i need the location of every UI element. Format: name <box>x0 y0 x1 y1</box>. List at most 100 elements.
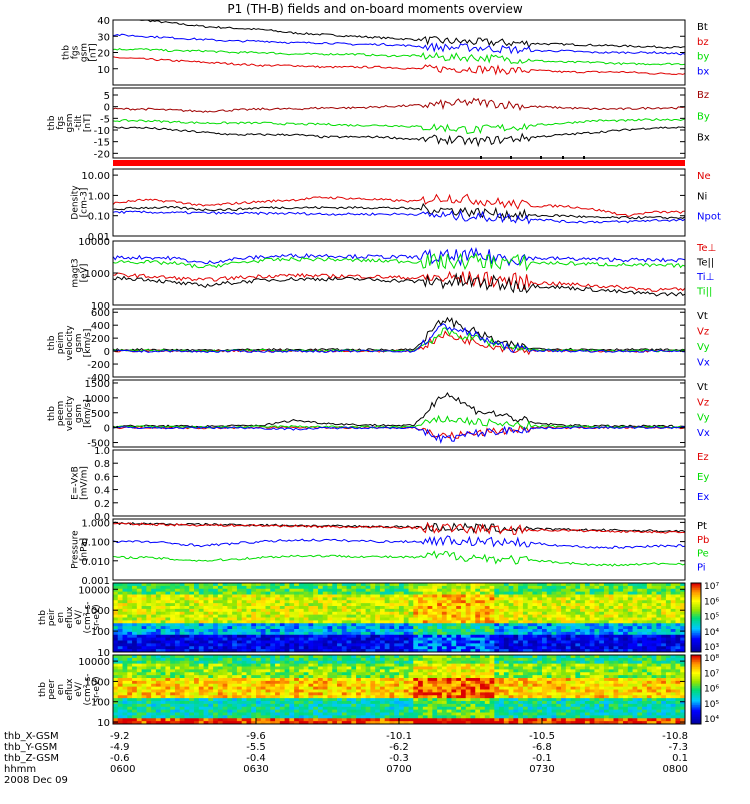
heat-cell <box>342 718 347 721</box>
heat-cell <box>647 641 652 644</box>
heat-cell <box>304 698 309 701</box>
heat-cell <box>342 690 347 693</box>
heat-cell <box>313 603 318 606</box>
heat-cell <box>528 606 533 609</box>
heat-cell <box>675 641 680 644</box>
heat-cell <box>332 664 337 667</box>
heat-cell <box>251 635 256 638</box>
heat-cell <box>537 626 542 629</box>
heat-cell <box>218 664 223 667</box>
heat-cell <box>123 669 128 672</box>
heat-cell <box>142 635 147 638</box>
heat-cell <box>618 646 623 649</box>
heat-cell <box>280 678 285 681</box>
heat-cell <box>480 632 485 635</box>
heat-cell <box>170 629 175 632</box>
heat-cell <box>385 606 390 609</box>
heat-cell <box>285 669 290 672</box>
heat-cell <box>165 595 170 598</box>
heat-cell <box>370 701 375 704</box>
heat-cell <box>509 632 514 635</box>
heat-cell <box>270 658 275 661</box>
heat-cell <box>232 595 237 598</box>
heat-cell <box>513 606 518 609</box>
heat-cell <box>246 698 251 701</box>
heat-cell <box>328 603 333 606</box>
heat-cell <box>266 661 271 664</box>
heat-cell <box>466 586 471 589</box>
heat-cell <box>504 643 509 646</box>
heat-cell <box>275 623 280 626</box>
heat-cell <box>123 681 128 684</box>
heat-cell <box>575 586 580 589</box>
heat-cell <box>599 638 604 641</box>
heat-cell <box>170 609 175 612</box>
heat-cell <box>213 667 218 670</box>
heat-cell <box>270 646 275 649</box>
heat-cell <box>113 615 118 618</box>
heat-cell <box>652 632 657 635</box>
heat-cell <box>389 646 394 649</box>
heat-cell <box>661 641 666 644</box>
heat-cell <box>185 609 190 612</box>
heat-cell <box>442 632 447 635</box>
heat-cell <box>447 684 452 687</box>
legend-entry: Ni <box>697 191 707 202</box>
heat-cell <box>208 701 213 704</box>
heat-cell <box>308 710 313 713</box>
heat-cell <box>213 632 218 635</box>
heat-cell <box>618 595 623 598</box>
heat-cell <box>594 643 599 646</box>
heat-cell <box>275 597 280 600</box>
heat-cell <box>423 667 428 670</box>
heat-cell <box>189 618 194 621</box>
heat-cell <box>556 600 561 603</box>
heat-cell <box>185 678 190 681</box>
heat-cell <box>361 612 366 615</box>
heat-cell <box>394 658 399 661</box>
heat-cell <box>499 626 504 629</box>
heat-cell <box>532 592 537 595</box>
heat-cell <box>637 609 642 612</box>
heat-cell <box>175 629 180 632</box>
heat-cell <box>113 632 118 635</box>
heat-cell <box>185 698 190 701</box>
heat-cell <box>571 623 576 626</box>
heat-cell <box>242 603 247 606</box>
heat-cell <box>609 626 614 629</box>
heat-cell <box>161 695 166 698</box>
heat-cell <box>571 603 576 606</box>
y-tick-label: 10.00 <box>81 171 110 182</box>
heat-cell <box>218 718 223 721</box>
heat-cell <box>294 718 299 721</box>
heat-cell <box>423 678 428 681</box>
heat-cell <box>132 684 137 687</box>
heat-cell <box>451 609 456 612</box>
heat-cell <box>628 600 633 603</box>
heat-cell <box>485 623 490 626</box>
heat-cell <box>528 646 533 649</box>
heat-cell <box>294 638 299 641</box>
heat-cell <box>442 715 447 718</box>
heat-cell <box>590 615 595 618</box>
heat-cell <box>633 646 638 649</box>
heat-cell <box>370 638 375 641</box>
heat-cell <box>356 638 361 641</box>
heat-cell <box>370 618 375 621</box>
heat-cell <box>628 641 633 644</box>
heat-cell <box>266 704 271 707</box>
heat-cell <box>337 678 342 681</box>
heat-cell <box>380 707 385 710</box>
heat-cell <box>242 623 247 626</box>
heat-cell <box>423 658 428 661</box>
heat-cell <box>246 603 251 606</box>
heat-cell <box>671 620 676 623</box>
heat-cell <box>447 715 452 718</box>
heat-cell <box>218 589 223 592</box>
heat-cell <box>304 638 309 641</box>
heat-cell <box>194 626 199 629</box>
heat-cell <box>361 687 366 690</box>
heat-cell <box>451 713 456 716</box>
heat-cell <box>375 606 380 609</box>
heat-cell <box>170 592 175 595</box>
